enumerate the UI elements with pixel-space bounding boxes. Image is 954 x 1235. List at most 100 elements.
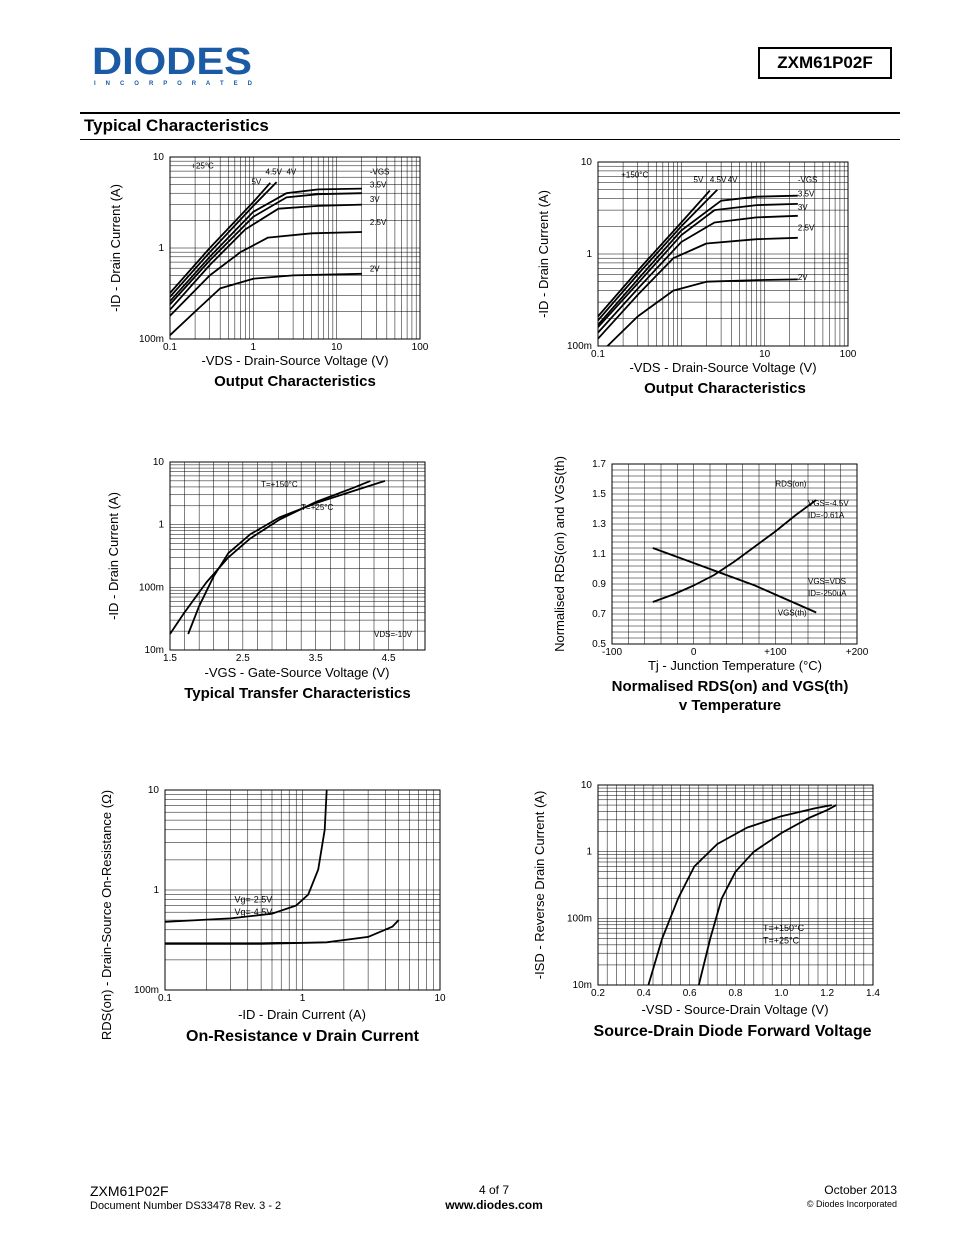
- x-tick-label: 0.2: [591, 988, 605, 999]
- annotation-label: +150°C: [621, 170, 648, 179]
- annotation-label: 4V: [286, 168, 296, 177]
- chart-title-transfer: Typical Transfer Characteristics: [184, 685, 411, 702]
- y-tick-label: 10: [581, 780, 593, 791]
- annotation-label: VDS=-10V: [374, 630, 413, 639]
- chart-normalised-rdson-vgsth: -100 0 +100 +200 0.5 0.7 0.9 1.1 1.3 1.5 1.7 Tj - J…: [552, 456, 869, 673]
- plot-frame: [611, 463, 858, 645]
- annotation-label: -VGS: [798, 175, 818, 184]
- chart-title-output-150c: Output Characteristics: [644, 380, 806, 397]
- x-tick-label: 100: [412, 342, 429, 353]
- series-line-7: [606, 278, 798, 347]
- annotation-label: -VGS: [370, 168, 390, 177]
- series-line-4: [597, 203, 798, 328]
- plot-frame: [597, 784, 874, 986]
- x-tick-label: +100: [764, 647, 787, 658]
- x-tick-label: 1.4: [866, 988, 880, 999]
- annotation-label: ID=-0.61A: [808, 511, 845, 520]
- footer-part-number: ZXM61P02F: [90, 1183, 169, 1199]
- series-line-1: [169, 182, 271, 294]
- y-tick-label: 1.7: [592, 459, 606, 470]
- y-tick-label: 10: [581, 157, 593, 168]
- y-tick-label: 1.1: [592, 549, 606, 560]
- series-line-5: [597, 214, 798, 334]
- annotation-label: T=+25°C: [301, 503, 333, 512]
- x-tick-label: 100: [840, 349, 857, 360]
- y-tick-label: 1.3: [592, 519, 606, 530]
- annotation-label: Vg=-4.5V: [234, 907, 272, 917]
- series-line-5: [169, 203, 362, 311]
- x-tick-label: 1.2: [820, 988, 834, 999]
- annotation-label: 2V: [370, 265, 380, 274]
- annotation-label: VGS(th): [778, 609, 807, 618]
- chart-title-on-resistance: On-Resistance v Drain Current: [186, 1028, 419, 1045]
- y-tick-label: 1: [158, 243, 164, 254]
- annotation-label: 3V: [798, 203, 808, 212]
- footer-doc-number: Document Number DS33478 Rev. 3 - 2: [90, 1200, 282, 1212]
- part-number-box: ZXM61P02F: [758, 47, 892, 79]
- x-tick-label: 2.5: [236, 653, 250, 664]
- y-tick-label: 1: [586, 249, 592, 260]
- chart-title-output-25c: Output Characteristics: [214, 373, 376, 390]
- annotation-label: 2V: [798, 273, 808, 282]
- x-tick-label: 0.1: [591, 349, 605, 360]
- y-tick-label: 100m: [139, 334, 164, 345]
- x-axis-label: -VGS - Gate-Source Voltage (V): [205, 665, 390, 680]
- annotation-label: T=+150°C: [763, 923, 805, 933]
- annotation-label: 4.5V: [266, 168, 283, 177]
- header-rule: [80, 112, 900, 114]
- y-axis-label: RDS(on) - Drain-Source On-Resistance (Ω): [99, 790, 114, 1040]
- x-tick-label: 0.1: [163, 342, 177, 353]
- x-tick-label: 1: [300, 993, 306, 1004]
- x-axis-label: Tj - Junction Temperature (°C): [648, 658, 822, 673]
- series-line-2: [165, 919, 400, 945]
- chart-title-normalised-line2: v Temperature: [678, 697, 782, 714]
- y-tick-label: 10m: [573, 980, 592, 991]
- series-line-2: [187, 480, 386, 635]
- annotation-label: 5V: [251, 177, 261, 186]
- x-tick-label: 10: [331, 342, 343, 353]
- series-line-6: [169, 231, 362, 317]
- chart-on-resistance: 0.1 1 10 100m 1 10 -ID - Drain Current (A) RDS(…: [99, 785, 446, 1040]
- annotation-label: VGS=-4.5V: [808, 499, 849, 508]
- section-rule: [80, 139, 900, 140]
- x-tick-label: 0.4: [637, 988, 651, 999]
- chart-title-diode-forward: Source-Drain Diode Forward Voltage: [593, 1023, 872, 1040]
- plot-frame: [164, 789, 441, 991]
- annotation-label: T=+150°C: [261, 480, 298, 489]
- series-line-1: [652, 499, 817, 603]
- x-tick-label: 3.5: [309, 653, 323, 664]
- annotation-label: 2.5V: [798, 224, 815, 233]
- y-tick-label: 10: [148, 785, 160, 796]
- footer-website-link[interactable]: www.diodes.com: [445, 1198, 543, 1212]
- annotation-label: 4.5V: [710, 175, 727, 184]
- series-line-6: [597, 236, 798, 340]
- plot-frame: [597, 161, 849, 347]
- y-axis-label: Normalised RDS(on) and VGS(th): [552, 456, 567, 652]
- logo-text: DIODES: [92, 41, 252, 83]
- part-number: ZXM61P02F: [777, 53, 873, 72]
- series-line-4: [169, 192, 362, 306]
- series-line-2: [169, 181, 278, 298]
- x-axis-label: -VDS - Drain-Source Voltage (V): [201, 353, 388, 368]
- annotation-label: 2.5V: [370, 218, 387, 227]
- chart-transfer-characteristics: 1.5 2.5 3.5 4.5 10m 100m 1 10 -VGS - Gate-Source…: [106, 457, 426, 680]
- x-tick-label: 10: [434, 993, 446, 1004]
- annotation-label: 3V: [370, 195, 380, 204]
- x-tick-label: 4.5: [382, 653, 396, 664]
- series-line-2: [697, 804, 837, 986]
- series-line-1: [164, 789, 328, 923]
- x-axis-label: -VDS - Drain-Source Voltage (V): [629, 360, 816, 375]
- y-axis-label: -ID - Drain Current (A): [108, 184, 123, 312]
- annotation-label: T=+25°C: [763, 935, 800, 945]
- series-line-2: [597, 189, 718, 321]
- y-axis-label: -ISD - Reverse Drain Current (A): [532, 791, 547, 980]
- chart-title-normalised-line1: Normalised RDS(on) and VGS(th): [611, 678, 849, 695]
- y-tick-label: 100m: [134, 985, 159, 996]
- series-line-1: [597, 189, 711, 317]
- series-line-3: [597, 194, 798, 326]
- annotation-label: 5V: [694, 175, 704, 184]
- annotation-label: RDS(on): [775, 480, 806, 489]
- y-tick-label: 1: [153, 885, 159, 896]
- annotation-label: Vg=-2.5V: [234, 894, 272, 904]
